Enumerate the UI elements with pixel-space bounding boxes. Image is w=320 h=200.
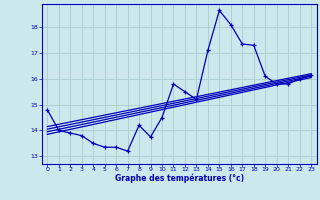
X-axis label: Graphe des températures (°c): Graphe des températures (°c) [115, 174, 244, 183]
